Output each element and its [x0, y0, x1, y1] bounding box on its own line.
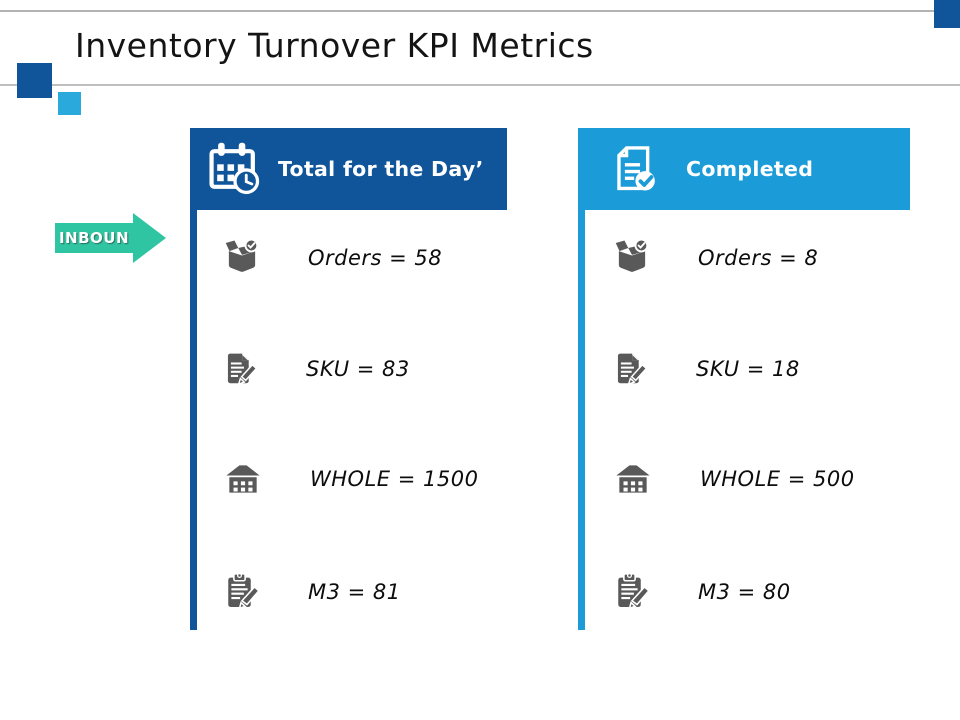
top-rule — [0, 10, 960, 12]
document-edit-icon — [222, 349, 260, 389]
kpi-row-label: Orders = 8 — [698, 246, 819, 270]
package-check-icon — [612, 238, 652, 278]
accent-square-light — [58, 92, 81, 115]
inbound-arrow-head-icon — [133, 213, 166, 263]
kpi-row-orders-completed: Orders = 8 — [612, 230, 818, 286]
document-edit-icon — [612, 349, 650, 389]
column-header-total: Total for the Day’ — [190, 128, 507, 210]
title-underline — [0, 84, 960, 86]
kpi-row-orders-total: Orders = 58 — [222, 230, 442, 286]
kpi-row-label: WHOLE = 500 — [700, 467, 855, 491]
kpi-row-label: M3 = 81 — [308, 580, 401, 604]
clipboard-edit-icon — [222, 571, 262, 613]
inbound-arrow: INBOUN — [55, 213, 167, 263]
kpi-row-whole-total: WHOLE = 1500 — [222, 451, 478, 507]
kpi-row-sku-total: SKU = 83 — [222, 341, 410, 397]
inbound-arrow-label: INBOUN — [58, 229, 130, 247]
kpi-row-label: M3 = 80 — [698, 580, 791, 604]
column-header-completed: Completed — [578, 128, 910, 210]
kpi-row-sku-completed: SKU = 18 — [612, 341, 800, 397]
kpi-row-label: Orders = 58 — [308, 246, 443, 270]
page-title: Inventory Turnover KPI Metrics — [75, 26, 594, 65]
warehouse-icon — [612, 460, 654, 498]
warehouse-icon — [222, 460, 264, 498]
clipboard-edit-icon — [612, 571, 652, 613]
package-check-icon — [222, 238, 262, 278]
calendar-clock-icon — [205, 139, 265, 199]
accent-square-dark — [17, 63, 52, 98]
kpi-row-m3-total: M3 = 81 — [222, 564, 401, 620]
column-accent-bar-completed — [578, 210, 585, 630]
kpi-row-label: SKU = 83 — [306, 357, 410, 381]
inbound-arrow-body: INBOUN — [55, 223, 133, 253]
column-header-label: Completed — [686, 157, 814, 181]
document-check-icon — [608, 140, 662, 198]
kpi-row-label: SKU = 18 — [696, 357, 800, 381]
column-header-label: Total for the Day’ — [278, 157, 484, 181]
kpi-row-whole-completed: WHOLE = 500 — [612, 451, 855, 507]
column-accent-bar-total — [190, 210, 197, 630]
top-right-accent-square — [934, 0, 960, 28]
kpi-row-m3-completed: M3 = 80 — [612, 564, 791, 620]
kpi-row-label: WHOLE = 1500 — [310, 467, 479, 491]
